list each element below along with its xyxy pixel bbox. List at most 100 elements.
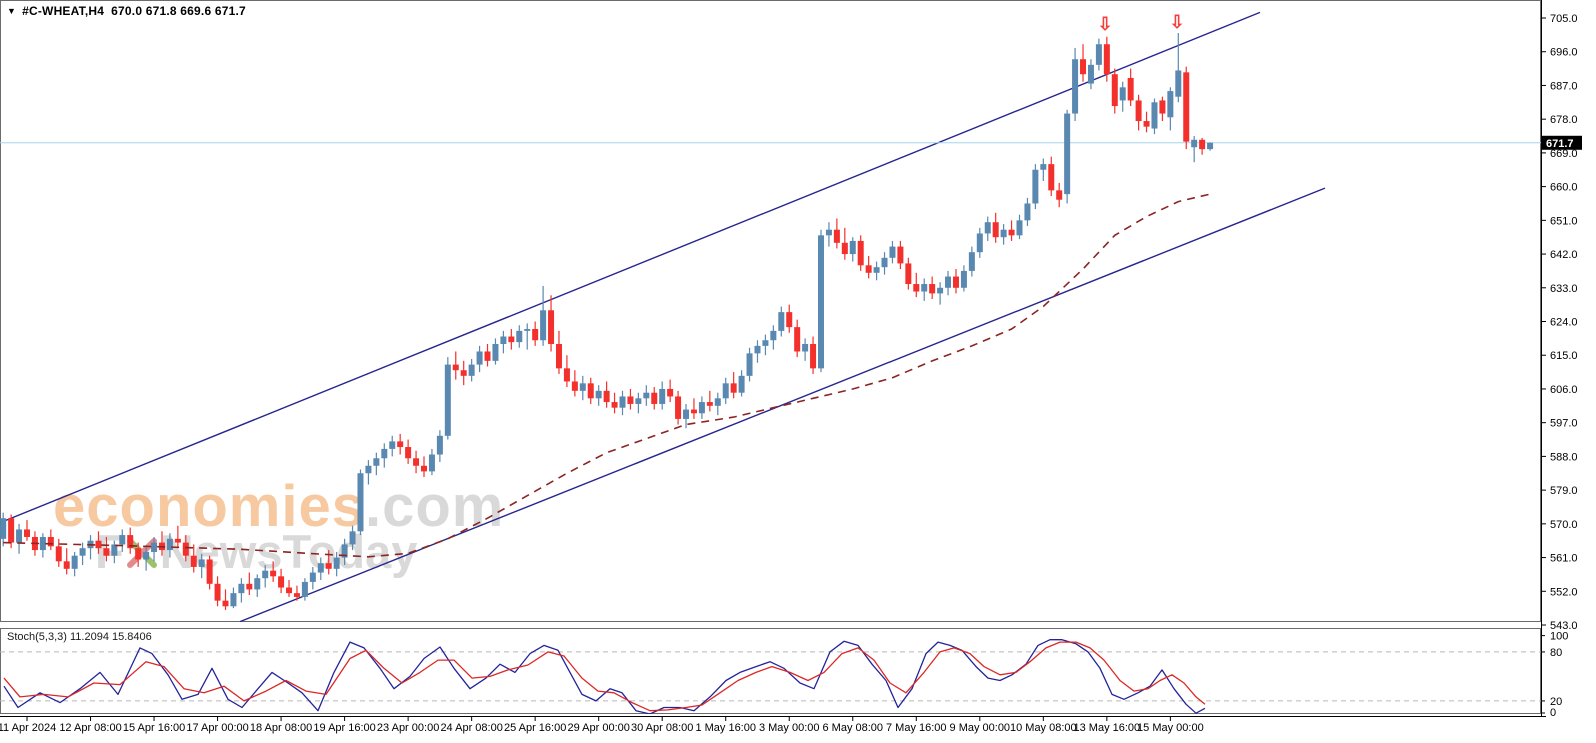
main-chart-area[interactable] [0, 11, 1541, 622]
stoch-level-label: 80 [1550, 647, 1562, 659]
candle-body [1143, 121, 1150, 127]
price-tick-label: 597.0 [1550, 418, 1578, 430]
candle-body [984, 222, 991, 234]
price-tick-label: 633.0 [1550, 283, 1578, 295]
candle-body [325, 563, 332, 569]
candle-body [230, 593, 237, 607]
candle-body [555, 343, 562, 369]
candle-body [905, 263, 912, 285]
indicator-label: Stoch(5,3,3) 11.2094 15.8406 [7, 631, 152, 643]
time-tick-label: 18 Apr 08:00 [250, 722, 312, 734]
candle-body [1167, 91, 1174, 118]
main-panel-border [0, 0, 1541, 622]
time-tick-label: 24 Apr 08:00 [440, 722, 502, 734]
candle-body [262, 570, 269, 579]
candle-body [976, 233, 983, 253]
candle-body [460, 370, 467, 376]
price-tick-label: 579.0 [1550, 485, 1578, 497]
quote-ohlc-bar: ▼ #C-WHEAT,H4 670.0 671.8 669.6 671.7 [7, 4, 246, 18]
candle-body [873, 267, 880, 273]
price-tick-label: 543.0 [1550, 620, 1578, 632]
candle-body [0, 518, 7, 539]
price-tick-label: 552.0 [1550, 586, 1578, 598]
candle-body [413, 458, 420, 466]
candle-body [810, 343, 817, 369]
candle-body [278, 576, 285, 588]
price-tick-label: 570.0 [1550, 519, 1578, 531]
price-tick-label: 642.0 [1550, 249, 1578, 261]
time-tick-label: 9 May 00:00 [950, 722, 1011, 734]
candle-body [548, 310, 555, 344]
time-tick-label: 29 Apr 00:00 [567, 722, 629, 734]
candle-body [317, 563, 324, 573]
candle-body [635, 398, 642, 404]
candle-body [786, 312, 793, 328]
candle-body [135, 548, 142, 560]
candle-body [1191, 139, 1198, 148]
candle-body [516, 330, 523, 343]
indicator-values: 11.2094 15.8406 [69, 631, 152, 643]
candle-body [659, 388, 666, 404]
candle-body [198, 559, 205, 567]
price-tick-label: 561.0 [1550, 553, 1578, 565]
price-tick-label: 624.0 [1550, 317, 1578, 329]
watermark-brand: economies.com [53, 478, 504, 536]
time-tick-label: 19 Apr 16:00 [313, 722, 375, 734]
price-tick-label: 705.0 [1550, 13, 1578, 25]
candle-body [818, 235, 824, 369]
candle-body [738, 375, 745, 393]
candle-body [540, 310, 547, 341]
candle-body [1127, 77, 1134, 101]
candle-body [794, 327, 801, 352]
candle-body [127, 535, 134, 549]
candle-body [1183, 72, 1190, 142]
candle-body [301, 581, 308, 597]
candle-body [1207, 142, 1214, 150]
collapse-arrow-icon[interactable]: ▼ [7, 6, 17, 16]
price-tick-label: 678.0 [1550, 114, 1578, 126]
candle-body [492, 343, 499, 361]
candle-body [1199, 139, 1206, 150]
price-axis[interactable]: 705.0 696.0 687.0 678.0 669.0 660.0 651.0 642.0… [1541, 13, 1578, 719]
candle-body [293, 593, 300, 597]
candle-body [8, 518, 15, 543]
candle-body [47, 536, 54, 547]
time-tick-label: 10 May 08:00 [1010, 722, 1077, 734]
price-tick-label: 651.0 [1550, 215, 1578, 227]
candle-body [508, 336, 515, 343]
candle-body [16, 529, 23, 543]
price-tick-label: 615.0 [1550, 350, 1578, 362]
candle-body [960, 270, 967, 288]
candle-body [71, 555, 78, 569]
time-axis[interactable]: 11 Apr 2024 12 Apr 08:00 15 Apr 16:00 17 Ap… [0, 716, 1204, 734]
candle-body [254, 578, 261, 590]
candles-layer [0, 32, 1214, 611]
candle-body [452, 364, 459, 371]
time-tick-label: 15 May 00:00 [1137, 722, 1204, 734]
candle-body [627, 396, 634, 404]
candle-body [381, 448, 388, 459]
candle-body [825, 229, 832, 236]
candle-body [222, 600, 229, 607]
candle-body [968, 252, 975, 271]
candle-body [833, 229, 840, 243]
candle-body [397, 441, 404, 448]
candle-body [675, 396, 682, 419]
candle-body [889, 246, 896, 258]
candle-body [365, 465, 372, 474]
candle-body [79, 548, 86, 556]
time-tick-label: 15 Apr 16:00 [123, 722, 185, 734]
candle-body [1135, 100, 1142, 122]
candle-body [913, 284, 920, 292]
time-tick-label: 3 May 00:00 [759, 722, 820, 734]
candle-body [95, 540, 102, 549]
candle-body [571, 381, 578, 391]
candle-body [945, 276, 952, 288]
stochastic-panel[interactable] [0, 639, 1541, 714]
candle-body [143, 551, 150, 560]
candle-body [603, 390, 610, 403]
candle-body [55, 546, 62, 562]
time-tick-label: 23 Apr 00:00 [377, 722, 439, 734]
candle-body [238, 583, 245, 594]
